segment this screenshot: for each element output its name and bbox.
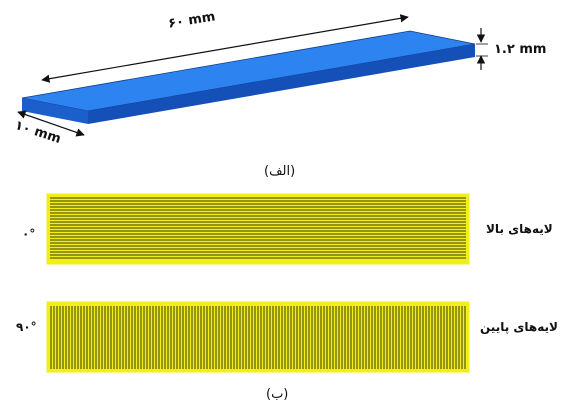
thickness-dimension <box>476 28 488 70</box>
length-dimension <box>41 14 409 83</box>
caption-a: (الف) <box>264 164 296 179</box>
caption-b: (ب) <box>266 387 289 402</box>
top-layers-label: لایه‌های بالا <box>486 222 553 236</box>
top-layers-angle: ۰° <box>22 227 36 241</box>
bottom-layers-raster <box>46 301 470 373</box>
width-dimension <box>17 110 85 137</box>
thickness-label: ۱.۲ mm <box>494 42 547 57</box>
bottom-layers-label: لایه‌های پایین <box>480 320 558 334</box>
bottom-layers-angle: ۹۰° <box>16 320 37 334</box>
top-layers-raster <box>46 193 470 265</box>
